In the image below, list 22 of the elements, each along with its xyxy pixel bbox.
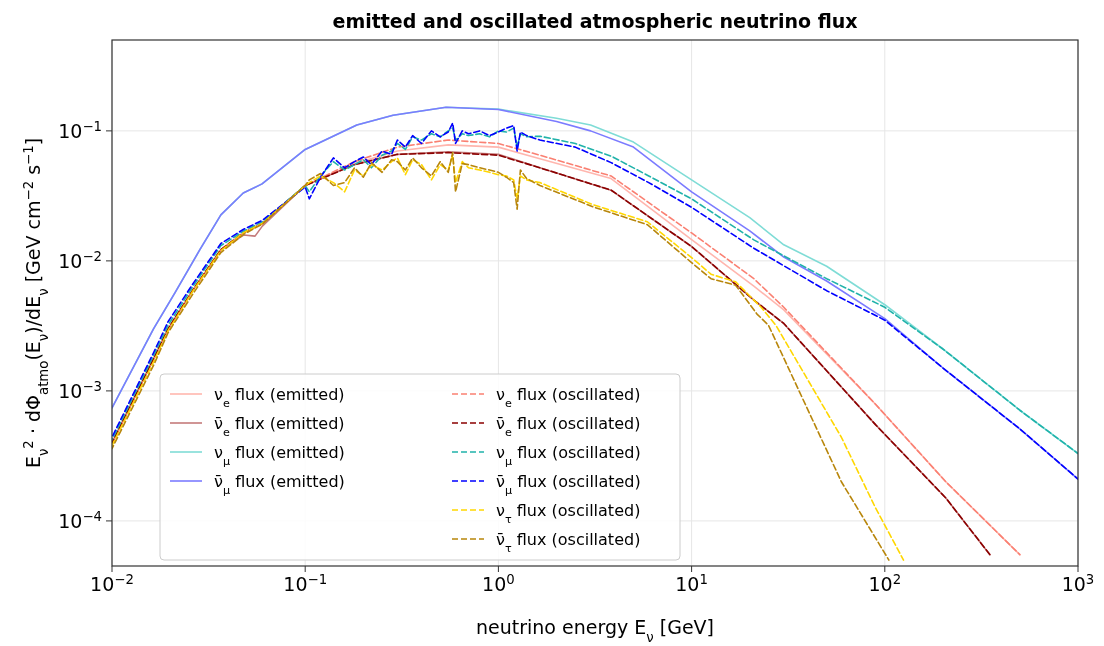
x-tick-label: 10$^{1}$ (675, 571, 708, 595)
x-tick-label: 10$^{0}$ (482, 571, 515, 595)
legend-label: ν$_{e}$ flux (oscillated) (496, 385, 641, 410)
y-tick-label: 10$^{−3}$ (58, 378, 102, 402)
legend-label: ν̄$_{τ}$ flux (oscillated) (496, 530, 641, 555)
y-tick-label: 10$^{−1}$ (58, 118, 102, 142)
y-tick-label: 10$^{−4}$ (58, 508, 102, 532)
x-tick-label: 10$^{2}$ (868, 571, 902, 595)
x-tick-label: 10$^{3}$ (1061, 571, 1095, 595)
x-tick-label: 10$^{−1}$ (283, 571, 328, 595)
legend-label: ν$_{e}$ flux (emitted) (214, 385, 345, 410)
x-tick-label: 10$^{−2}$ (90, 571, 134, 595)
legend-label: ν$_{τ}$ flux (oscillated) (496, 501, 641, 526)
legend-label: ν$_{μ}$ flux (emitted) (214, 443, 345, 468)
y-tick-label: 10$^{−2}$ (58, 248, 102, 272)
chart-title: emitted and oscillated atmospheric neutrino flux (332, 10, 858, 32)
legend-label: ν̄$_{e}$ flux (oscillated) (496, 414, 641, 439)
legend-label: ν̄$_{μ}$ flux (emitted) (214, 472, 345, 497)
legend-label: ν$_{μ}$ flux (oscillated) (496, 443, 641, 468)
legend-label: ν̄$_{e}$ flux (emitted) (214, 414, 345, 439)
x-axis-title: neutrino energy E$_{ν}$ [GeV] (476, 616, 714, 645)
legend-label: ν̄$_{μ}$ flux (oscillated) (496, 472, 641, 497)
